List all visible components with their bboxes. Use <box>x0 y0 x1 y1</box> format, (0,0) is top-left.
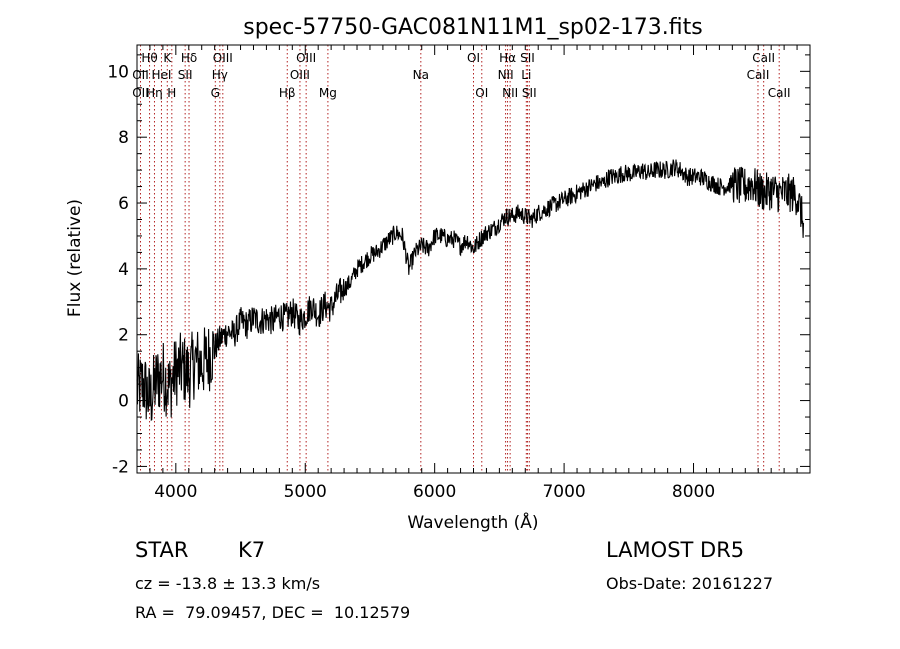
spectral-line-label: OII <box>132 86 149 100</box>
spectral-line-label: Li <box>521 68 531 82</box>
object-subclass: K7 <box>238 538 266 562</box>
spectral-line-label: Hθ <box>141 51 157 65</box>
spectral-line-label: OIII <box>296 51 316 65</box>
spectral-line-label: OII <box>132 68 149 82</box>
y-axis-label: Flux (relative) <box>65 199 85 317</box>
x-tick-label: 8000 <box>672 482 715 502</box>
y-tick-label: 8 <box>118 128 129 148</box>
spectral-line-label: HeI <box>151 68 171 82</box>
spectral-line-label: Hγ <box>212 68 228 82</box>
y-axis: -2 0 2 4 6 8 10 <box>107 54 810 477</box>
y-tick-label: 2 <box>118 326 129 346</box>
observation-date: Obs-Date: 20161227 <box>606 574 774 593</box>
spectral-line-label: SII <box>522 86 537 100</box>
spectral-line-label: Na <box>413 68 429 82</box>
x-axis: 4000 5000 6000 7000 8000 <box>149 45 798 502</box>
spectral-line-label: CaII <box>768 86 791 100</box>
y-tick-label: 4 <box>118 260 129 280</box>
x-tick-label: 7000 <box>542 482 585 502</box>
spectral-line-label: NII <box>498 68 514 82</box>
spectral-line-label: OIII <box>290 68 310 82</box>
y-tick-label: 10 <box>107 62 129 82</box>
spectral-line-label: OI <box>475 86 488 100</box>
spectrum-line <box>136 159 805 421</box>
spectral-line-markers <box>139 45 780 473</box>
spectral-line-label: Hα <box>499 51 516 65</box>
spectral-line-label: Hη <box>146 86 163 100</box>
coordinates: RA = 79.09457, DEC = 10.12579 <box>135 603 411 622</box>
spectral-line-label: K <box>163 51 172 65</box>
object-class: STAR <box>135 538 189 562</box>
spectral-line-label: CaII <box>752 51 775 65</box>
spectral-line-label: NII <box>502 86 518 100</box>
redshift-velocity: cz = -13.8 ± 13.3 km/s <box>135 574 321 593</box>
x-tick-label: 4000 <box>154 482 197 502</box>
spectral-line-label: H <box>167 86 176 100</box>
chart-title: spec-57750-GAC081N11M1_sp02-173.fits <box>243 15 703 40</box>
spectral-line-label: OIII <box>213 51 233 65</box>
spectral-line-label: SII <box>178 68 193 82</box>
spectral-line-label: Hβ <box>279 86 296 100</box>
spectral-line-label: G <box>211 86 220 100</box>
spectral-line-label: CaII <box>747 68 770 82</box>
x-tick-label: 5000 <box>284 482 327 502</box>
x-axis-label: Wavelength (Å) <box>407 511 538 533</box>
spectral-line-label: SII <box>520 51 535 65</box>
y-tick-label: 6 <box>118 194 129 214</box>
spectral-line-label: OI <box>467 51 480 65</box>
y-tick-label: -2 <box>112 457 129 477</box>
x-tick-label: 6000 <box>413 482 456 502</box>
spectral-line-label: Hδ <box>181 51 197 65</box>
spectral-line-label: Mg <box>319 86 337 100</box>
survey-label: LAMOST DR5 <box>606 538 745 562</box>
y-tick-label: 0 <box>118 392 129 412</box>
